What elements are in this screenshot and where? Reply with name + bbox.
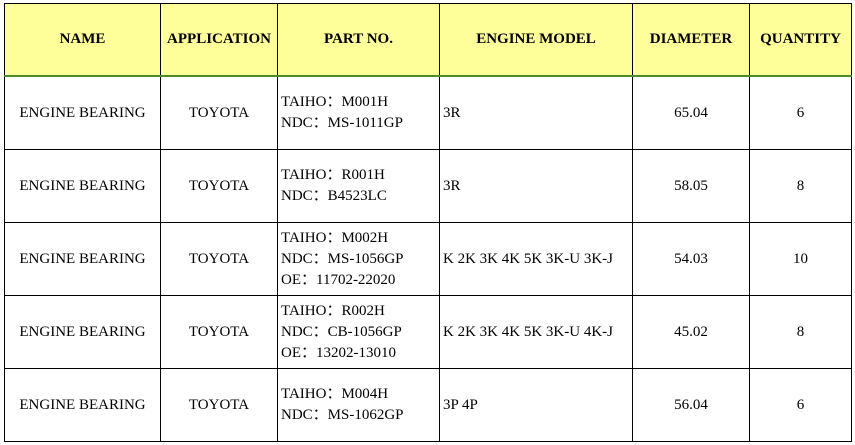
part-number-line: TAIHO：M001H bbox=[281, 94, 389, 110]
cell-engine-model: 3P 4P bbox=[439, 368, 633, 442]
part-number-line: NDC：MS-1011GP bbox=[281, 115, 403, 131]
part-number-line: OE：13202-13010 bbox=[281, 344, 396, 361]
cell-part-no: TAIHO：M004H NDC：MS-1062GP bbox=[277, 368, 440, 442]
part-number-line: NDC：CB-1056GP bbox=[281, 323, 402, 340]
table-row: ENGINE BEARING TOYOTA TAIHO：R001H NDC：B4523… bbox=[4, 149, 852, 223]
cell-diameter: 56.04 bbox=[632, 368, 750, 442]
part-number-line: TAIHO：R002H bbox=[281, 302, 385, 319]
part-number-line: TAIHO：R001H bbox=[281, 167, 385, 183]
parts-table: NAME APPLICATION PART NO. ENGINE MODEL D… bbox=[4, 3, 852, 442]
table-row: ENGINE BEARING TOYOTA TAIHO：M004H NDC：MS-10… bbox=[4, 368, 852, 442]
header-row: NAME APPLICATION PART NO. ENGINE MODEL D… bbox=[4, 3, 852, 77]
cell-quantity: 8 bbox=[749, 295, 852, 369]
cell-name: ENGINE BEARING bbox=[4, 295, 161, 369]
cell-name: ENGINE BEARING bbox=[4, 222, 161, 296]
table-row: ENGINE BEARING TOYOTA TAIHO：R002H NDC：CB-10… bbox=[4, 295, 852, 369]
cell-part-no: TAIHO：M002H NDC：MS-1056GP OE：11702-22020 bbox=[277, 222, 440, 296]
cell-engine-model: K 2K 3K 4K 5K 3K-U 3K-J bbox=[439, 222, 633, 296]
cell-part-no: TAIHO：M001H NDC：MS-1011GP bbox=[277, 75, 440, 150]
part-number-line: OE：11702-22020 bbox=[281, 271, 396, 288]
cell-part-no: TAIHO：R001H NDC：B4523LC bbox=[277, 149, 440, 223]
table-row: ENGINE BEARING TOYOTA TAIHO：M002H NDC：MS-10… bbox=[4, 222, 852, 296]
part-number-line: NDC：B4523LC bbox=[281, 188, 387, 204]
part-number-line: TAIHO：M002H bbox=[281, 229, 389, 246]
cell-quantity: 6 bbox=[749, 75, 852, 150]
cell-name: ENGINE BEARING bbox=[4, 75, 161, 150]
cell-diameter: 65.04 bbox=[632, 75, 750, 150]
header-part-no: PART NO. bbox=[277, 3, 440, 77]
header-name: NAME bbox=[4, 3, 161, 77]
cell-name: ENGINE BEARING bbox=[4, 368, 161, 442]
cell-application: TOYOTA bbox=[160, 368, 278, 442]
header-application: APPLICATION bbox=[160, 3, 278, 77]
table-row: ENGINE BEARING TOYOTA TAIHO：M001H NDC：MS-10… bbox=[4, 75, 852, 150]
cell-diameter: 45.02 bbox=[632, 295, 750, 369]
cell-engine-model: 3R bbox=[439, 75, 633, 150]
cell-quantity: 8 bbox=[749, 149, 852, 223]
part-number-line: NDC：MS-1062GP bbox=[281, 407, 404, 423]
cell-quantity: 6 bbox=[749, 368, 852, 442]
cell-application: TOYOTA bbox=[160, 222, 278, 296]
cell-quantity: 10 bbox=[749, 222, 852, 296]
header-quantity: QUANTITY bbox=[749, 3, 852, 77]
cell-engine-model: K 2K 3K 4K 5K 3K-U 4K-J bbox=[439, 295, 633, 369]
cell-diameter: 58.05 bbox=[632, 149, 750, 223]
cell-application: TOYOTA bbox=[160, 295, 278, 369]
cell-application: TOYOTA bbox=[160, 75, 278, 150]
cell-diameter: 54.03 bbox=[632, 222, 750, 296]
cell-name: ENGINE BEARING bbox=[4, 149, 161, 223]
cell-part-no: TAIHO：R002H NDC：CB-1056GP OE：13202-13010 bbox=[277, 295, 440, 369]
cell-application: TOYOTA bbox=[160, 149, 278, 223]
cell-engine-model: 3R bbox=[439, 149, 633, 223]
part-number-line: NDC：MS-1056GP bbox=[281, 250, 404, 267]
header-diameter: DIAMETER bbox=[632, 3, 750, 77]
part-number-line: TAIHO：M004H bbox=[281, 386, 389, 402]
header-engine-model: ENGINE MODEL bbox=[439, 3, 633, 77]
